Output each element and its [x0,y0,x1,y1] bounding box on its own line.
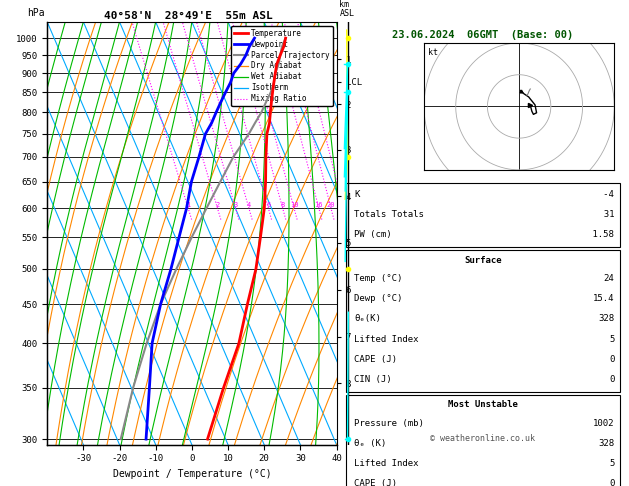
Text: Most Unstable: Most Unstable [448,400,518,409]
Text: 40°58'N  28°49'E  55m ASL: 40°58'N 28°49'E 55m ASL [104,11,273,21]
Text: -4: -4 [587,190,615,199]
Text: 23.06.2024  06GMT  (Base: 00): 23.06.2024 06GMT (Base: 00) [392,30,574,40]
Text: km
ASL: km ASL [340,0,354,17]
Text: Mixing Ratio (g/kg): Mixing Ratio (g/kg) [367,182,376,284]
Text: 16: 16 [314,202,323,208]
Text: θₑ (K): θₑ (K) [354,439,386,448]
Text: K: K [354,190,359,199]
Text: 5: 5 [609,335,615,344]
Text: Pressure (mb): Pressure (mb) [354,418,424,428]
Text: Lifted Index: Lifted Index [354,459,418,468]
Text: 1.58: 1.58 [587,230,615,240]
Bar [345,395,620,486]
Text: Totals Totals: Totals Totals [354,210,424,219]
Text: 15.4: 15.4 [593,294,615,303]
Bar [345,183,620,247]
Text: 1: 1 [186,202,191,208]
Text: kt: kt [428,48,438,57]
Text: 0: 0 [609,375,615,384]
Text: © weatheronline.co.uk: © weatheronline.co.uk [430,434,535,443]
Text: 328: 328 [598,314,615,323]
Text: CAPE (J): CAPE (J) [354,479,397,486]
Text: θₑ(K): θₑ(K) [354,314,381,323]
Text: 328: 328 [598,439,615,448]
Text: Surface: Surface [464,256,501,264]
Text: PW (cm): PW (cm) [354,230,392,240]
Text: 2: 2 [215,202,220,208]
Legend: Temperature, Dewpoint, Parcel Trajectory, Dry Adiabat, Wet Adiabat, Isotherm, Mi: Temperature, Dewpoint, Parcel Trajectory… [231,26,333,106]
Text: 1002: 1002 [593,418,615,428]
Text: Dewp (°C): Dewp (°C) [354,294,403,303]
Text: 5: 5 [609,459,615,468]
Text: 4: 4 [247,202,251,208]
Text: 10: 10 [290,202,298,208]
X-axis label: Dewpoint / Temperature (°C): Dewpoint / Temperature (°C) [113,469,271,479]
Text: 24: 24 [604,274,615,283]
Text: 3: 3 [233,202,238,208]
Text: 0: 0 [609,355,615,364]
Text: 31: 31 [593,210,615,219]
Text: 20: 20 [327,202,335,208]
Bar [345,250,620,392]
Text: Temp (°C): Temp (°C) [354,274,403,283]
Text: hPa: hPa [27,8,45,17]
Text: 6: 6 [266,202,270,208]
Text: CIN (J): CIN (J) [354,375,392,384]
Text: 0: 0 [609,479,615,486]
Text: 8: 8 [281,202,285,208]
Text: CAPE (J): CAPE (J) [354,355,397,364]
Text: Lifted Index: Lifted Index [354,335,418,344]
